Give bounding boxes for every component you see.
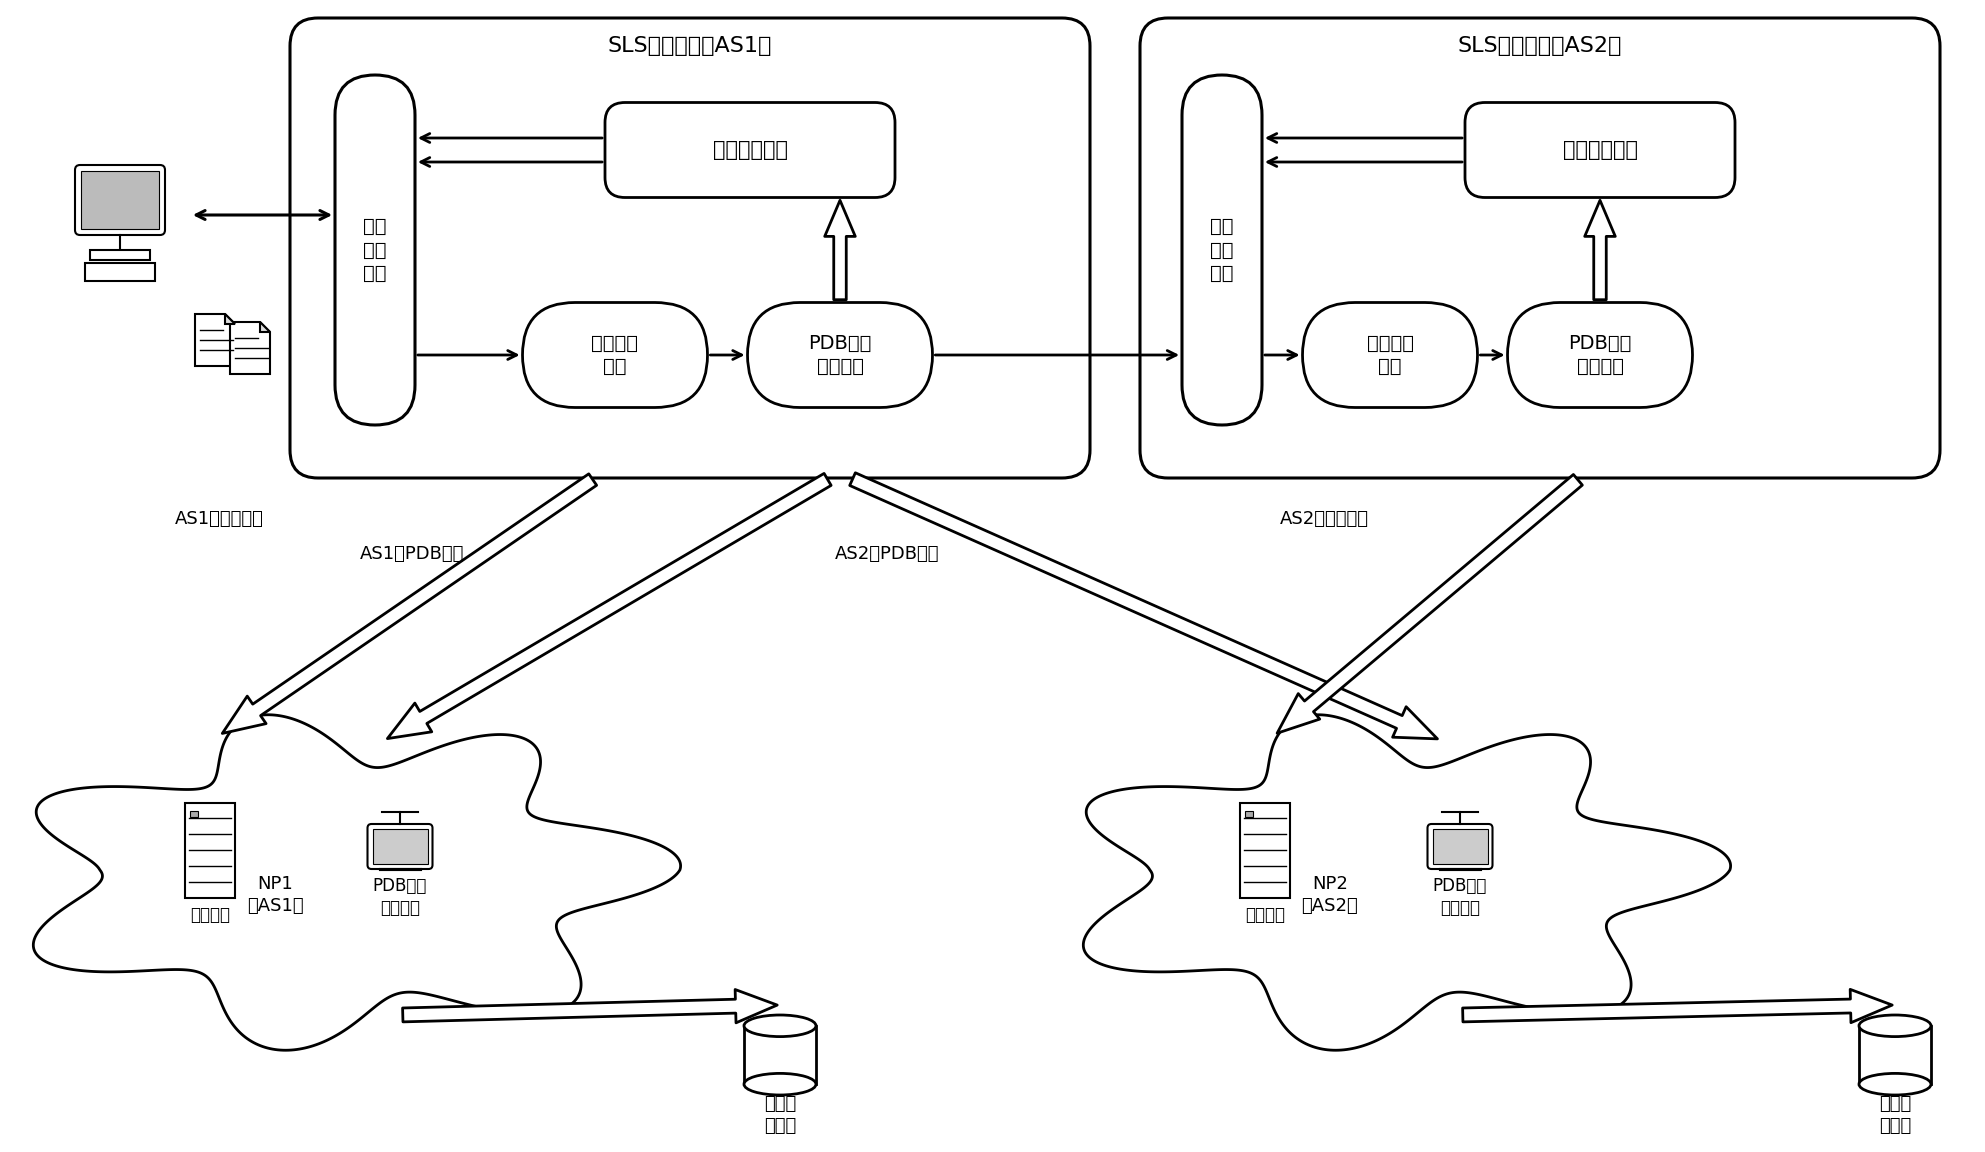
- FancyBboxPatch shape: [335, 75, 415, 425]
- Ellipse shape: [744, 1074, 816, 1096]
- Text: 参数分解模块: 参数分解模块: [1562, 141, 1638, 160]
- Bar: [1433, 829, 1487, 864]
- Polygon shape: [34, 714, 681, 1051]
- Text: SLS分解装置（AS1）: SLS分解装置（AS1）: [607, 36, 772, 56]
- FancyBboxPatch shape: [748, 303, 933, 408]
- Text: 网管软件: 网管软件: [191, 905, 230, 924]
- FancyArrowPatch shape: [824, 200, 856, 300]
- Polygon shape: [1084, 714, 1731, 1051]
- FancyArrowPatch shape: [850, 472, 1437, 738]
- FancyArrowPatch shape: [387, 473, 832, 738]
- Bar: [1860, 1025, 1931, 1084]
- Bar: [744, 1025, 816, 1084]
- FancyArrowPatch shape: [1276, 475, 1582, 733]
- FancyBboxPatch shape: [1465, 103, 1735, 197]
- FancyBboxPatch shape: [290, 18, 1090, 478]
- FancyBboxPatch shape: [367, 824, 433, 869]
- Bar: [191, 811, 198, 817]
- Text: 路由分析
模块: 路由分析 模块: [592, 334, 639, 377]
- Ellipse shape: [744, 1015, 816, 1037]
- Polygon shape: [230, 323, 270, 374]
- Text: 参数分解模块: 参数分解模块: [713, 141, 788, 160]
- Bar: [1245, 811, 1253, 817]
- Polygon shape: [195, 314, 234, 366]
- FancyBboxPatch shape: [1507, 303, 1693, 408]
- FancyArrowPatch shape: [1463, 990, 1892, 1023]
- FancyBboxPatch shape: [1302, 303, 1477, 408]
- Text: AS1的PDB信息: AS1的PDB信息: [359, 545, 464, 563]
- Bar: [1241, 803, 1290, 897]
- FancyBboxPatch shape: [605, 103, 895, 197]
- Text: 用户
接口
模块: 用户 接口 模块: [363, 217, 387, 283]
- Text: PDB信息
提供接口: PDB信息 提供接口: [373, 877, 427, 917]
- Bar: [85, 263, 155, 281]
- Text: AS1的路由信息: AS1的路由信息: [175, 510, 264, 528]
- Text: 路由分析
模块: 路由分析 模块: [1366, 334, 1413, 377]
- Bar: [373, 829, 427, 864]
- Text: AS2的路由信息: AS2的路由信息: [1280, 510, 1370, 528]
- Ellipse shape: [1860, 1074, 1931, 1096]
- FancyBboxPatch shape: [522, 303, 707, 408]
- Text: 网管软件: 网管软件: [1245, 905, 1284, 924]
- Text: PDB信息
获取模块: PDB信息 获取模块: [808, 334, 871, 377]
- Text: NP2
（AS2）: NP2 （AS2）: [1302, 874, 1358, 915]
- Text: SLS分解装置（AS2）: SLS分解装置（AS2）: [1457, 36, 1622, 56]
- Text: NP1
（AS1）: NP1 （AS1）: [246, 874, 304, 915]
- FancyBboxPatch shape: [1139, 18, 1939, 478]
- Text: 网络测
量数据: 网络测 量数据: [764, 1094, 796, 1135]
- Text: AS2的PDB信息: AS2的PDB信息: [836, 545, 939, 563]
- Text: 网络测
量数据: 网络测 量数据: [1880, 1094, 1912, 1135]
- FancyBboxPatch shape: [1181, 75, 1262, 425]
- Bar: [89, 250, 151, 260]
- Polygon shape: [224, 314, 234, 324]
- Text: 用户
接口
模块: 用户 接口 模块: [1211, 217, 1235, 283]
- Text: PDB信息
提供接口: PDB信息 提供接口: [1433, 877, 1487, 917]
- FancyArrowPatch shape: [403, 990, 778, 1023]
- Polygon shape: [260, 323, 270, 332]
- Bar: [185, 803, 234, 897]
- FancyArrowPatch shape: [222, 473, 597, 734]
- FancyBboxPatch shape: [1427, 824, 1493, 869]
- Text: PDB信息
获取模块: PDB信息 获取模块: [1568, 334, 1632, 377]
- Bar: [81, 170, 159, 229]
- FancyArrowPatch shape: [1584, 200, 1616, 300]
- Ellipse shape: [1860, 1015, 1931, 1037]
- FancyBboxPatch shape: [75, 165, 165, 235]
